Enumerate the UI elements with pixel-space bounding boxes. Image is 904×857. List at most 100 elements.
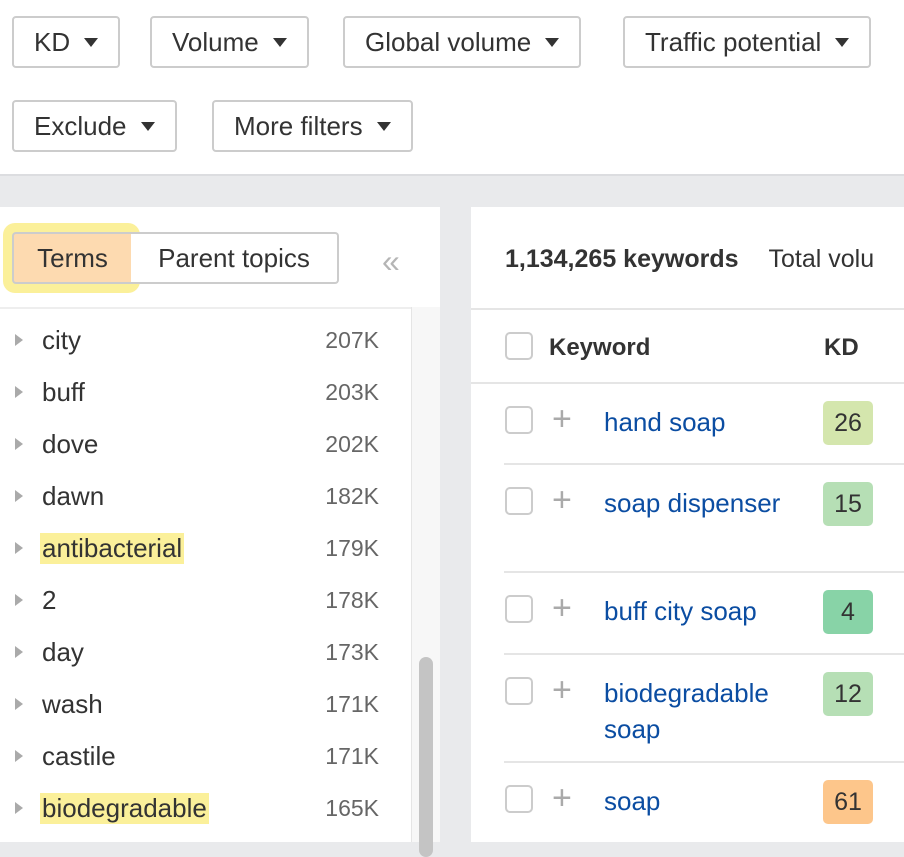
- table-row: + hand soap 26: [471, 384, 904, 465]
- row-divider: [504, 571, 904, 573]
- term-count: 178K: [325, 586, 379, 613]
- keywords-panel: 1,134,265 keywords Total volu Keyword KD …: [471, 207, 904, 842]
- plus-icon[interactable]: +: [552, 481, 572, 519]
- total-volume-label: Total volu: [768, 245, 875, 273]
- expand-triangle-icon[interactable]: [15, 542, 23, 554]
- kd-badge: 15: [823, 482, 873, 526]
- row-divider: [504, 653, 904, 655]
- term-label[interactable]: castile: [42, 740, 116, 771]
- term-row[interactable]: wash 171K: [0, 678, 411, 730]
- term-label[interactable]: dove: [42, 428, 99, 459]
- plus-icon[interactable]: +: [552, 779, 572, 817]
- term-count: 171K: [325, 742, 379, 769]
- scrollbar-thumb[interactable]: [419, 657, 433, 857]
- term-count: 173K: [325, 638, 379, 665]
- kd-filter-button[interactable]: KD: [12, 16, 121, 68]
- keyword-link[interactable]: biodegradable soap: [604, 678, 769, 744]
- table-row: + biodegradable soap 12: [471, 655, 904, 763]
- term-label[interactable]: biodegradable: [40, 792, 209, 824]
- term-count: 202K: [325, 430, 379, 457]
- expand-triangle-icon[interactable]: [15, 490, 23, 502]
- term-count: 182K: [325, 482, 379, 509]
- caret-down-icon: [272, 37, 287, 47]
- volume-filter-button[interactable]: Volume: [150, 16, 309, 68]
- term-row[interactable]: dove 202K: [0, 418, 411, 470]
- kd-badge: 4: [823, 590, 873, 634]
- tab-parent-topics[interactable]: Parent topics: [131, 232, 339, 284]
- tab-terms[interactable]: Terms: [12, 232, 132, 284]
- table-header: Keyword KD: [471, 308, 904, 384]
- keyword-link[interactable]: soap: [604, 786, 661, 816]
- kd-badge: 61: [823, 780, 873, 824]
- expand-triangle-icon[interactable]: [15, 698, 23, 710]
- keyword-count: 1,134,265 keywords: [505, 245, 739, 273]
- term-row[interactable]: buff 203K: [0, 366, 411, 418]
- term-row[interactable]: day 173K: [0, 626, 411, 678]
- term-row[interactable]: 2 178K: [0, 574, 411, 626]
- keyword-link[interactable]: hand soap: [604, 407, 726, 437]
- more-filters-button[interactable]: More filters: [212, 100, 413, 152]
- expand-triangle-icon[interactable]: [15, 334, 23, 346]
- term-row[interactable]: city 207K: [0, 314, 411, 366]
- term-label[interactable]: wash: [42, 688, 103, 719]
- summary: 1,134,265 keywords Total volu: [505, 245, 874, 274]
- select-all-checkbox[interactable]: [505, 332, 533, 360]
- expand-triangle-icon[interactable]: [15, 438, 23, 450]
- term-count: 171K: [325, 690, 379, 717]
- expand-triangle-icon[interactable]: [15, 386, 23, 398]
- keyword-link[interactable]: buff city soap: [604, 596, 757, 626]
- expand-triangle-icon[interactable]: [15, 802, 23, 814]
- term-count: 203K: [325, 378, 379, 405]
- filter-label: Volume: [172, 26, 259, 57]
- term-count: 179K: [325, 534, 379, 561]
- exclude-filter-button[interactable]: Exclude: [12, 100, 177, 152]
- plus-icon[interactable]: +: [552, 400, 572, 438]
- scrollbar[interactable]: [411, 307, 440, 857]
- term-row[interactable]: castile 171K: [0, 730, 411, 782]
- row-checkbox[interactable]: [505, 785, 533, 813]
- term-label[interactable]: 2: [42, 584, 57, 615]
- tab-label: Parent topics: [158, 242, 310, 273]
- column-kd[interactable]: KD: [824, 334, 859, 361]
- row-divider: [504, 463, 904, 465]
- table-row: + soap 61: [471, 763, 904, 843]
- term-label[interactable]: city: [42, 324, 81, 355]
- tab-label: Terms: [37, 242, 108, 273]
- expand-triangle-icon[interactable]: [15, 594, 23, 606]
- table-row: + soap dispenser 15: [471, 465, 904, 573]
- plus-icon[interactable]: +: [552, 589, 572, 627]
- expand-triangle-icon[interactable]: [15, 646, 23, 658]
- row-checkbox[interactable]: [505, 677, 533, 705]
- terms-panel: Terms Parent topics « city 207K buff 203K do…: [0, 207, 440, 857]
- term-label[interactable]: day: [42, 636, 84, 667]
- double-chevron-left-icon[interactable]: «: [382, 243, 400, 279]
- global-volume-filter-button[interactable]: Global volume: [343, 16, 582, 68]
- column-keyword[interactable]: Keyword: [549, 334, 651, 361]
- term-row[interactable]: biodegradable 165K: [0, 782, 411, 834]
- kd-badge: 26: [823, 401, 873, 445]
- filter-label: KD: [34, 26, 71, 57]
- term-label[interactable]: dawn: [42, 480, 105, 511]
- plus-icon[interactable]: +: [552, 671, 572, 709]
- filter-bar: KD Volume Global volume Traffic potentia…: [0, 0, 904, 176]
- term-row[interactable]: dawn 182K: [0, 470, 411, 522]
- filter-label: Exclude: [34, 110, 127, 141]
- term-count: 207K: [325, 326, 379, 353]
- expand-triangle-icon[interactable]: [15, 750, 23, 762]
- traffic-potential-filter-button[interactable]: Traffic potential: [623, 16, 872, 68]
- caret-down-icon: [545, 37, 560, 47]
- terms-list: city 207K buff 203K dove 202K dawn 182K antibact…: [0, 307, 411, 842]
- row-checkbox[interactable]: [505, 595, 533, 623]
- row-divider: [504, 761, 904, 763]
- kd-badge: 12: [823, 672, 873, 716]
- caret-down-icon: [84, 37, 99, 47]
- term-row[interactable]: antibacterial 179K: [0, 522, 411, 574]
- term-label[interactable]: buff: [42, 376, 85, 407]
- keyword-link[interactable]: soap dispenser: [604, 488, 781, 518]
- row-checkbox[interactable]: [505, 487, 533, 515]
- filter-label: More filters: [234, 110, 363, 141]
- filter-label: Global volume: [365, 26, 532, 57]
- term-label[interactable]: antibacterial: [40, 532, 185, 564]
- caret-down-icon: [140, 121, 155, 131]
- row-checkbox[interactable]: [505, 406, 533, 434]
